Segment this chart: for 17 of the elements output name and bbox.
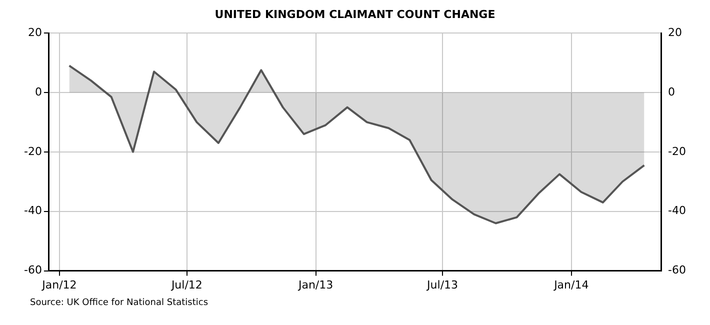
x-tick-label: Jan/13 xyxy=(297,278,334,292)
y-tick-label: 20 xyxy=(28,26,42,39)
y2-tick-label: 0 xyxy=(668,85,676,98)
y-tick-label: -20 xyxy=(24,144,42,158)
y2-tick-label: -40 xyxy=(668,204,686,218)
x-tick-label: Jan/12 xyxy=(41,278,77,292)
y-tick-label: -60 xyxy=(24,264,42,277)
source-note: Source: UK Office for National Statistics xyxy=(30,298,208,308)
x-tick-label: Jan/14 xyxy=(553,278,589,292)
y2-tick-label: -20 xyxy=(668,144,686,158)
y2-tick-label: 20 xyxy=(668,26,682,39)
x-tick-label: Jul/12 xyxy=(170,278,202,292)
y-tick-label: -40 xyxy=(24,204,42,218)
chart-title: UNITED KINGDOM CLAIMANT COUNT CHANGE xyxy=(214,8,496,21)
y-tick-label: 0 xyxy=(34,85,42,98)
x-tick-label: Jul/13 xyxy=(426,278,458,292)
y2-tick-label: -60 xyxy=(668,264,686,277)
